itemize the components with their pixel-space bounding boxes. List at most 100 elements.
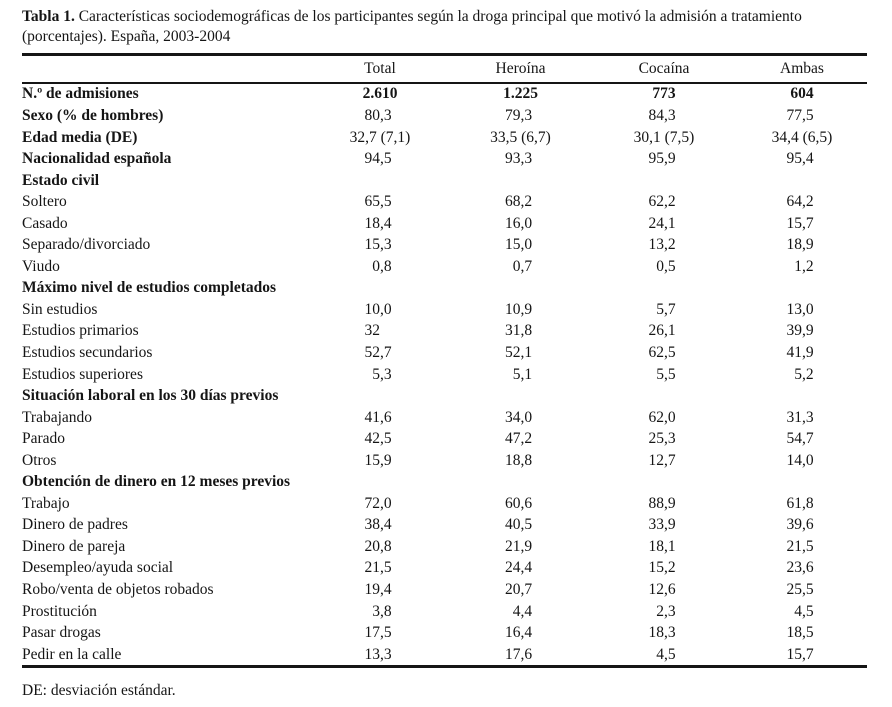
row-label: Sin estudios <box>22 300 98 318</box>
table-cell: 18,5 <box>786 624 814 642</box>
table-cell: 12,6 <box>648 581 676 599</box>
table-cell: 30,1 (7,5) <box>633 128 695 146</box>
table-row: Pedir en la calle 13,3 17,6 4,5 15,7 <box>22 644 867 666</box>
table-cell: 4,5 <box>794 602 814 620</box>
table-body: N.º de admisiones 2.610 1.225 773 604 Se… <box>22 84 867 666</box>
table-cell: 17,6 <box>505 645 533 663</box>
row-label: Estudios secundarios <box>22 344 153 362</box>
table-cell: 61,8 <box>786 494 814 512</box>
table-cell: 18,1 <box>648 537 676 555</box>
table-cell: 21,5 <box>364 559 392 577</box>
table-cell: 15,9 <box>364 451 392 469</box>
table-cell: 60,6 <box>505 494 533 512</box>
row-label: Situación laboral en los 30 días previos <box>22 387 279 405</box>
table-row: Estudios secundarios 52,7 52,1 62,5 41,9 <box>22 342 867 364</box>
table-cell: 20,7 <box>505 581 533 599</box>
row-label: Estado civil <box>22 171 100 189</box>
table-cell: 14,0 <box>786 451 814 469</box>
table-cell: 25,3 <box>648 430 676 448</box>
row-label: Nacionalidad española <box>22 150 172 168</box>
row-label: Viudo <box>22 257 60 275</box>
table-cell: 41,9 <box>786 344 814 362</box>
row-label: Sexo (% de hombres) <box>22 107 164 124</box>
table-cell: 5,7 <box>656 300 676 318</box>
table-row: Obtención de dinero en 12 meses previos <box>22 472 867 494</box>
table-cell: 604 <box>790 85 814 103</box>
table-row: Prostitución 3,8 4,4 2,3 4,5 <box>22 601 867 623</box>
table-cell: 95,9 <box>648 150 676 168</box>
table-cell: 24,4 <box>505 559 533 577</box>
table-row: Trabajando 41,6 34,0 62,0 31,3 <box>22 407 867 429</box>
table-cell: 2,3 <box>656 602 676 620</box>
row-label: Obtención de dinero en 12 meses previos <box>22 473 291 491</box>
table-cell: 20,8 <box>364 537 392 555</box>
row-label: Dinero de pareja <box>22 537 126 555</box>
row-label: Desempleo/ayuda social <box>22 559 174 577</box>
column-header-heroina: Heroína <box>495 60 546 77</box>
table-cell: 15,7 <box>786 214 814 232</box>
table-row: Casado 18,4 16,0 24,1 15,7 <box>22 213 867 235</box>
table-row: Estudios superiores 5,3 5,1 5,5 5,2 <box>22 364 867 386</box>
table-cell: 17,5 <box>364 624 392 642</box>
row-label: Edad media (DE) <box>22 128 138 146</box>
table-cell: 31,8 <box>505 322 533 340</box>
caption-line1: Características sociodemográficas de los… <box>78 8 802 25</box>
table-cell: 62,0 <box>648 408 676 426</box>
row-label: Prostitución <box>22 602 97 620</box>
table-cell: 10,0 <box>364 300 392 318</box>
table-cell: 19,4 <box>364 581 392 599</box>
header-row: Total Heroína Cocaína Ambas <box>22 56 867 82</box>
table-cell: 54,7 <box>786 430 814 448</box>
table-cell: 0,5 <box>656 257 676 275</box>
table-cell: 12,7 <box>648 451 676 469</box>
table-cell: 1.225 <box>503 85 538 103</box>
table-cell: 13,0 <box>786 300 814 318</box>
table-cell: 94,5 <box>364 150 392 168</box>
column-header-ambas: Ambas <box>780 60 824 77</box>
row-label: Estudios primarios <box>22 322 139 340</box>
table-cell: 33,9 <box>648 516 676 534</box>
table-cell: 5,1 <box>512 365 533 383</box>
row-label: Robo/venta de objetos robados <box>22 581 214 599</box>
row-label: Casado <box>22 214 68 232</box>
row-label: Separado/divorciado <box>22 236 151 254</box>
row-label: Estudios superiores <box>22 365 143 383</box>
column-header-total: Total <box>364 60 396 77</box>
table-cell: 39,6 <box>786 516 814 534</box>
table-cell: 79,3 <box>505 107 533 124</box>
bottom-rule <box>22 665 867 669</box>
table-cell: 15,0 <box>505 236 533 254</box>
table-cell: 38,4 <box>364 516 392 534</box>
table-cell: 31,3 <box>786 408 814 426</box>
table-row: Robo/venta de objetos robados 19,4 20,7 … <box>22 579 867 601</box>
table-cell: 64,2 <box>786 193 814 211</box>
table-cell: 0,8 <box>372 257 392 275</box>
table-cell: 16,0 <box>505 214 533 232</box>
table-cell: 18,9 <box>786 236 814 254</box>
table-row: Estado civil <box>22 170 867 192</box>
table-row: Separado/divorciado 15,3 15,0 13,2 18,9 <box>22 235 867 257</box>
row-label: Dinero de padres <box>22 516 128 534</box>
table-cell: 25,5 <box>786 581 814 599</box>
table-cell: 47,2 <box>505 430 533 448</box>
table-cell: 24,1 <box>648 214 676 232</box>
row-label: Soltero <box>22 193 67 211</box>
data-table: Total Heroína Cocaína Ambas N.º de admis… <box>22 53 867 669</box>
table-cell: 32 <box>364 322 381 340</box>
row-label: Trabajo <box>22 494 70 512</box>
table-cell: 52,7 <box>364 344 392 362</box>
table-cell: 15,2 <box>648 559 676 577</box>
table-cell: 13,3 <box>364 645 392 663</box>
table-cell: 18,4 <box>364 214 392 232</box>
row-label: Trabajando <box>22 408 93 426</box>
table-cell: 72,0 <box>364 494 392 512</box>
table-cell: 32,7 (7,1) <box>349 128 411 146</box>
table-row: N.º de admisiones 2.610 1.225 773 604 <box>22 84 867 106</box>
table-cell: 41,6 <box>364 408 392 426</box>
table-cell: 26,1 <box>648 322 676 340</box>
row-label: Pasar drogas <box>22 624 101 642</box>
table-row: Soltero 65,5 68,2 62,2 64,2 <box>22 191 867 213</box>
table-row: Dinero de pareja 20,8 21,9 18,1 21,5 <box>22 536 867 558</box>
table-row: Estudios primarios 32 31,8 26,1 39,9 <box>22 321 867 343</box>
